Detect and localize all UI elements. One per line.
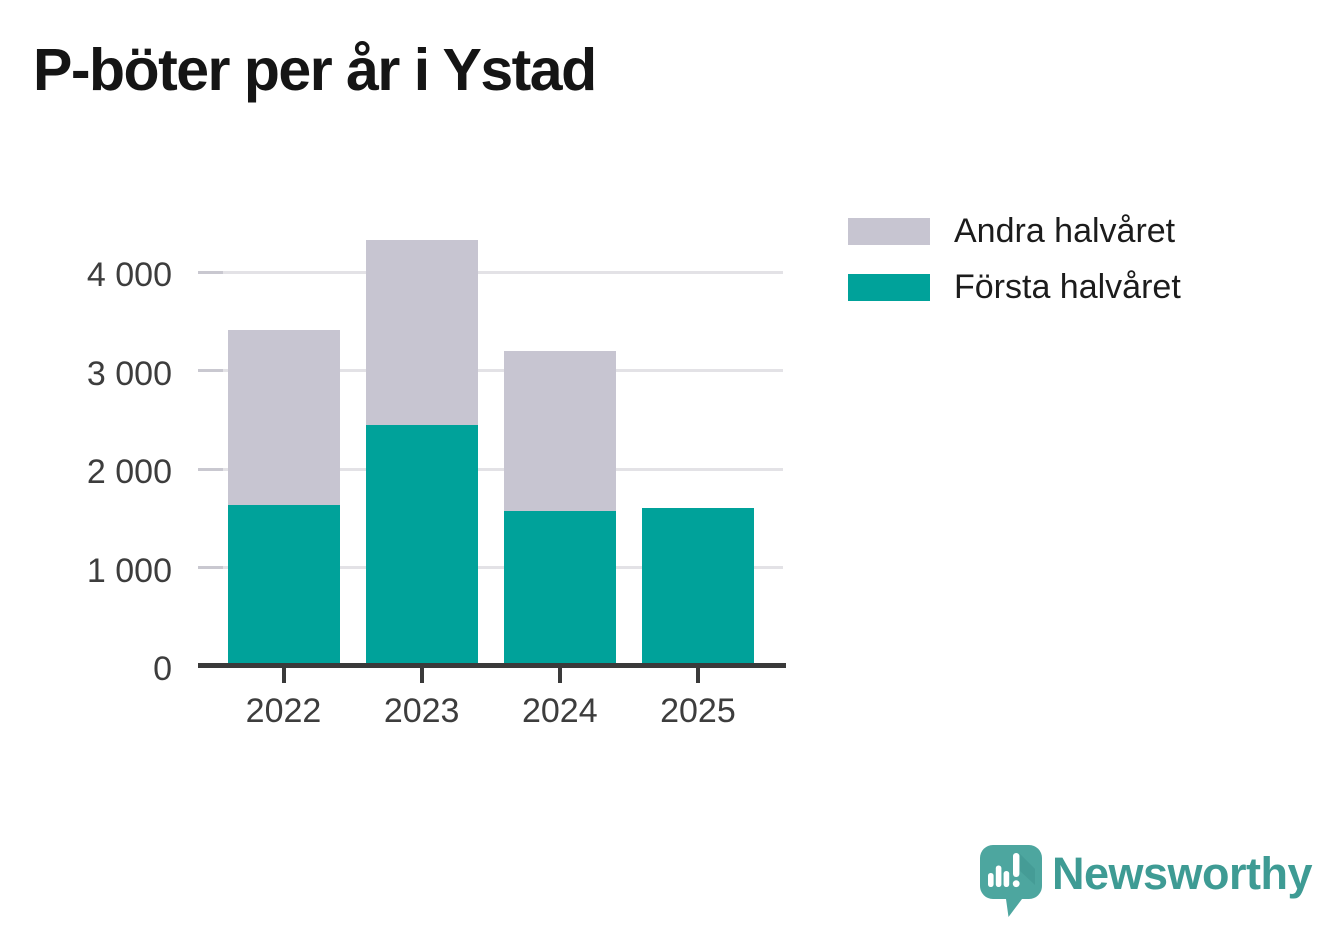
y-axis-label: 3 000: [86, 354, 172, 393]
x-tick-2025: [695, 668, 700, 683]
y-tick-1000: [198, 566, 223, 569]
y-axis-label: 2 000: [86, 453, 172, 492]
newsworthy-wordmark: Newsworthy: [1052, 848, 1313, 899]
legend: Andra halvåret Första halvåret: [848, 212, 1181, 330]
bar-2022-forsta-halvaret: [227, 504, 340, 663]
legend-label-forsta-halvaret: Första halvåret: [954, 268, 1181, 306]
bar-2025-forsta-halvaret: [641, 508, 754, 663]
x-axis-line: [198, 663, 786, 668]
gridline-3000: [198, 369, 783, 373]
bar-2023-forsta-halvaret: [365, 424, 478, 663]
gridline-2000: [198, 467, 783, 471]
y-tick-3000: [198, 369, 223, 373]
y-axis-label: 0: [153, 649, 172, 688]
gridline-1000: [198, 566, 783, 569]
bar-2023-andra-halvaret: [365, 239, 478, 425]
bar-2024-forsta-halvaret: [503, 511, 616, 663]
newsworthy-speech-bubble-chart-icon: [980, 845, 1042, 917]
gridline-4000: [198, 270, 783, 274]
legend-label-andra-halvaret: Andra halvåret: [954, 212, 1176, 250]
newsworthy-logo[interactable]: Newsworthy: [980, 845, 1313, 919]
x-axis-label: 2023: [383, 692, 460, 730]
y-tick-2000: [198, 467, 223, 471]
x-axis-label: 2022: [245, 692, 322, 730]
y-axis-label: 1 000: [86, 551, 172, 590]
x-tick-2024: [557, 668, 562, 683]
legend-item-andra-halvaret: Andra halvåret: [848, 212, 1181, 250]
bar-2024-andra-halvaret: [503, 351, 616, 512]
x-axis-label: 2024: [521, 692, 598, 730]
x-axis-label: 2025: [660, 692, 736, 730]
legend-swatch-andra-halvaret: [848, 218, 930, 245]
bar-2022-andra-halvaret: [227, 330, 340, 505]
y-axis-label: 4 000: [86, 256, 172, 295]
x-tick-2022: [281, 668, 286, 683]
chart-title: P-böter per år i Ystad: [33, 37, 597, 103]
legend-swatch-forsta-halvaret: [848, 274, 930, 301]
y-tick-4000: [198, 270, 223, 274]
x-tick-2023: [419, 668, 424, 683]
legend-item-forsta-halvaret: Första halvåret: [848, 268, 1181, 306]
